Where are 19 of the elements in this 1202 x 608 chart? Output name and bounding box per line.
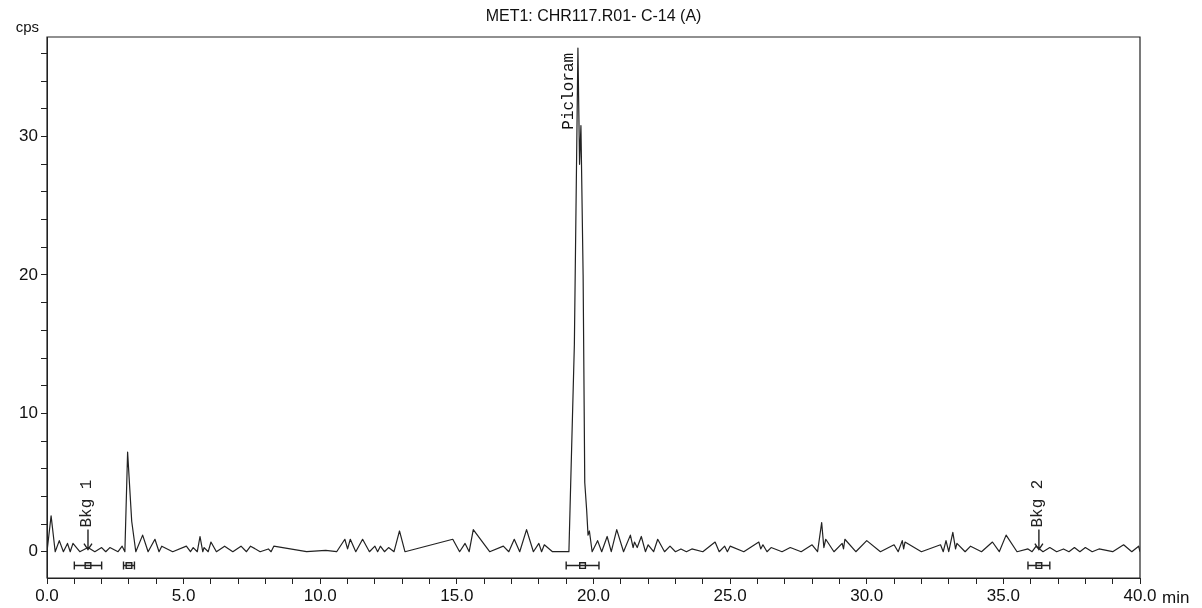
x-tick-label: 20.0 bbox=[576, 585, 611, 605]
x-tick-label: 5.0 bbox=[171, 585, 196, 605]
data-label: Bkg 2 bbox=[1029, 479, 1048, 528]
data-label: Bkg 1 bbox=[78, 479, 97, 528]
y-tick-label: 30 bbox=[19, 126, 38, 146]
x-tick-label: 35.0 bbox=[986, 585, 1020, 605]
x-tick-label: 25.0 bbox=[713, 585, 747, 605]
y-tick-label: 10 bbox=[19, 403, 38, 423]
x-tick-label: 15.0 bbox=[440, 585, 474, 605]
y-axis-title: cps bbox=[15, 17, 39, 35]
x-tick-label: 0.0 bbox=[35, 585, 59, 605]
x-axis-title: min bbox=[1162, 587, 1190, 607]
x-tick-label: 10.0 bbox=[303, 585, 337, 605]
y-tick-label: 20 bbox=[19, 264, 38, 284]
x-tick-label: 30.0 bbox=[850, 585, 884, 605]
annotation: Picloram bbox=[560, 52, 579, 130]
y-tick-label: 0 bbox=[28, 541, 38, 561]
chart-title: MET1: CHR117.R01- C-14 (A) bbox=[485, 7, 702, 25]
x-tick-label: 40.0 bbox=[1123, 585, 1157, 605]
